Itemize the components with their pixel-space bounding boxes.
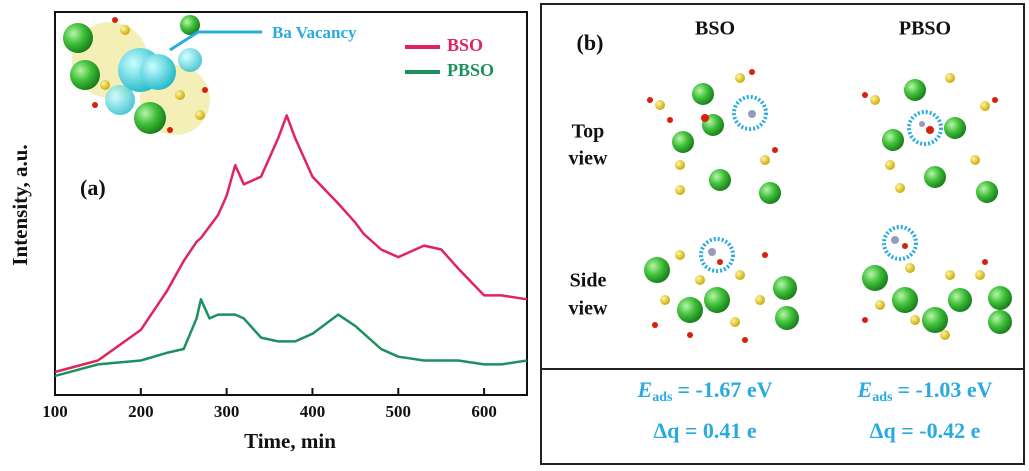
legend-label: BSO (447, 35, 483, 55)
energy-subscript: ads (872, 390, 893, 405)
annotation: Ba Vacancy (272, 23, 357, 42)
data-line (55, 299, 527, 376)
row-label: Top (572, 121, 605, 143)
inset-structure (63, 15, 262, 135)
panel-label: (b) (577, 30, 604, 55)
data-line (55, 115, 527, 372)
row-label: view (569, 148, 608, 170)
structures (644, 69, 1012, 343)
panel-label: (a) (80, 175, 106, 200)
x-tick-label: 300 (214, 402, 240, 421)
row-label: Side (570, 270, 607, 292)
x-tick-label: 100 (42, 402, 68, 421)
charge-label: Δq = 0.41 e (653, 418, 757, 443)
figure: (b) BSO PBSO Top view Side view (0, 0, 1029, 471)
energy-label: Eads = -1.67 eV (637, 377, 773, 405)
x-axis-label: Time, min (244, 429, 336, 453)
energy-value: = -1.67 eV (677, 377, 772, 402)
y-axis-label: Intensity, a.u. (8, 144, 32, 265)
energy-symbol: E (857, 377, 873, 402)
energy-label: Eads = -1.03 eV (857, 377, 993, 405)
energy-symbol: E (637, 377, 653, 402)
legend-label: PBSO (447, 60, 494, 80)
row-label: view (569, 298, 608, 320)
column-title: BSO (695, 18, 735, 40)
energy-subscript: ads (652, 390, 673, 405)
x-tick-label: 200 (128, 402, 154, 421)
charge-label: Δq = -0.42 e (870, 418, 981, 443)
energy-value: = -1.03 eV (897, 377, 992, 402)
column-title: PBSO (899, 18, 951, 40)
x-tick-label: 400 (300, 402, 326, 421)
x-tick-label: 500 (386, 402, 412, 421)
x-tick-label: 600 (471, 402, 497, 421)
